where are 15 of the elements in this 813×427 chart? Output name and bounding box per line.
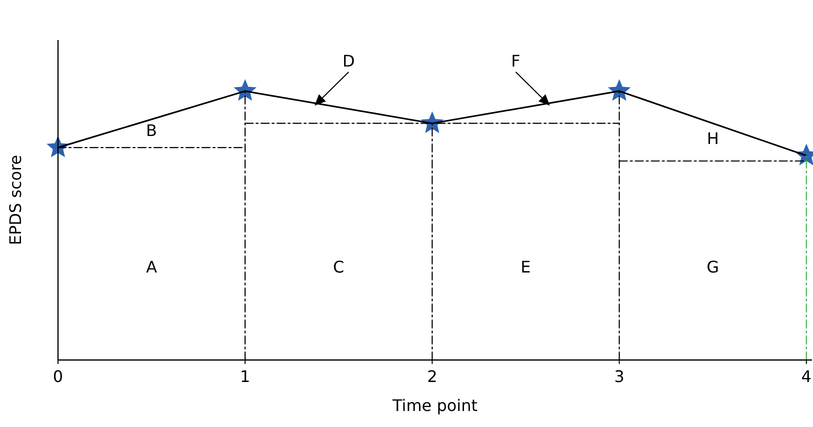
x-tick-label: 4 bbox=[801, 367, 812, 386]
x-axis-title: Time point bbox=[391, 396, 478, 415]
annotation: C bbox=[333, 257, 344, 276]
annotation: E bbox=[520, 257, 531, 276]
annotation: H bbox=[706, 129, 719, 148]
text: D bbox=[342, 51, 355, 70]
y-axis-title: EPDS score bbox=[6, 154, 25, 246]
annotation: B bbox=[146, 120, 158, 140]
annotation: A bbox=[146, 257, 158, 276]
x-tick-label: 0 bbox=[52, 367, 64, 386]
text: F bbox=[511, 51, 520, 70]
x-tick-label: 1 bbox=[240, 367, 250, 386]
annotation: G bbox=[706, 257, 720, 276]
x-tick-label: 3 bbox=[614, 367, 624, 386]
x-tick-label: 2 bbox=[427, 367, 438, 386]
